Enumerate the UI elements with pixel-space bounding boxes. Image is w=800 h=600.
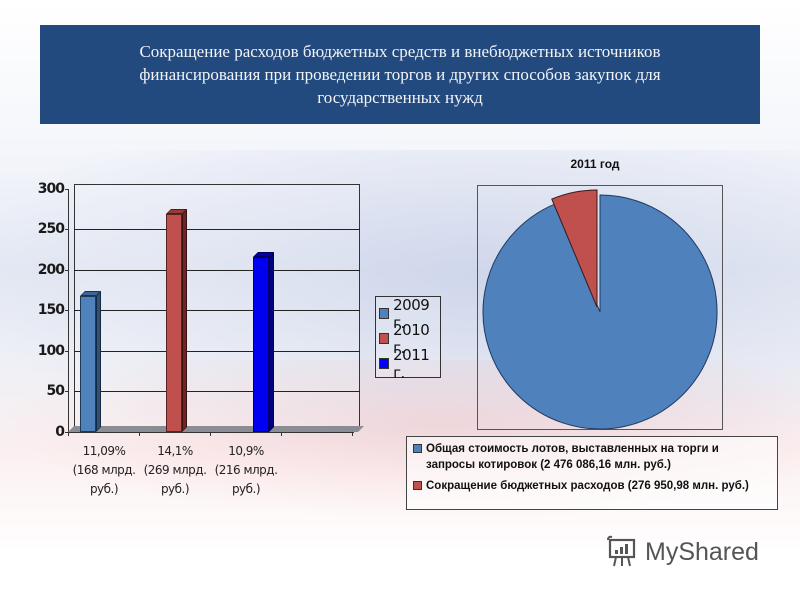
x-tick [139, 432, 140, 436]
legend-label: 2010 г. [393, 320, 430, 357]
presentation-board-icon [607, 535, 636, 567]
bar-chart: 300 250 200 150 100 50 0 11,09% (168 млр… [30, 180, 370, 500]
legend-swatch-icon [379, 333, 390, 344]
legend-label: 2009 г. [393, 295, 430, 332]
legend-swatch-icon [413, 481, 422, 490]
legend-swatch-icon [379, 308, 390, 319]
bar-2011[interactable] [253, 257, 269, 432]
plot-area [74, 184, 360, 430]
title-line-3: государственных нужд [317, 88, 483, 107]
gridline-250 [74, 229, 360, 230]
legend-item-2010[interactable]: 2010 г. [379, 321, 440, 357]
legend-swatch-icon [379, 358, 390, 369]
legend-label: 2011 г. [393, 345, 430, 382]
legend-swatch-icon [413, 444, 422, 453]
bar-2010-side [182, 209, 187, 432]
watermark-text: MyShared [645, 537, 759, 566]
y-tick-label: 200 [37, 262, 65, 278]
gridline-50 [74, 391, 360, 392]
x-axis [68, 432, 354, 433]
pie-slice-total[interactable] [482, 194, 718, 430]
pie-chart-legend: Общая стоимость лотов, выставленных на т… [406, 436, 778, 510]
x-tick [352, 432, 353, 436]
legend-item-2011[interactable]: 2011 г. [379, 346, 440, 382]
y-tick [65, 310, 69, 311]
x-tick [210, 432, 211, 436]
x-tick [281, 432, 282, 436]
y-tick [65, 229, 69, 230]
bar-chart-legend: 2009 г. 2010 г. 2011 г. [375, 296, 441, 382]
x-label-2011: 10,9% (216 млрд. руб.) [214, 444, 278, 496]
bar-2010[interactable] [166, 214, 182, 432]
myshared-watermark[interactable]: MyShared [605, 535, 759, 569]
y-tick-label: 0 [55, 424, 65, 440]
pie-chart-title: 2011 год [570, 157, 620, 171]
y-tick [65, 391, 69, 392]
y-tick-label: 100 [37, 343, 65, 359]
gridline-150 [74, 310, 360, 311]
pie-chart [482, 189, 718, 430]
title-line-2: финансирования при проведении торгов и д… [139, 65, 661, 84]
x-tick [68, 432, 69, 436]
slide-title-banner: Сокращение расходов бюджетных средств и … [40, 25, 760, 124]
bar-2009[interactable] [80, 296, 96, 432]
x-label-2009: 11,09% (168 млрд. руб.) [72, 444, 136, 496]
y-tick-label: 50 [46, 383, 65, 399]
legend-label: Общая стоимость лотов, выставленных на т… [426, 443, 719, 471]
y-tick-label: 300 [37, 181, 65, 197]
y-tick [65, 432, 69, 433]
y-tick [65, 189, 69, 190]
y-tick-label: 150 [37, 302, 65, 318]
legend-label: Сокращение бюджетных расходов (276 950,9… [426, 480, 749, 492]
legend-item-reduction[interactable]: Сокращение бюджетных расходов (276 950,9… [413, 478, 771, 494]
legend-item-total[interactable]: Общая стоимость лотов, выставленных на т… [413, 441, 771, 473]
gridline-200 [74, 270, 360, 271]
bar-2009-side [96, 291, 101, 432]
y-tick [65, 270, 69, 271]
pie-slice-reduction[interactable] [551, 189, 598, 308]
y-tick [65, 351, 69, 352]
y-tick-label: 250 [37, 221, 65, 237]
gridline-100 [74, 351, 360, 352]
title-line-1: Сокращение расходов бюджетных средств и … [139, 42, 661, 61]
bar-2011-side [269, 252, 274, 432]
x-label-2010: 14,1% (269 млрд. руб.) [143, 444, 207, 496]
legend-item-2009[interactable]: 2009 г. [379, 296, 440, 332]
